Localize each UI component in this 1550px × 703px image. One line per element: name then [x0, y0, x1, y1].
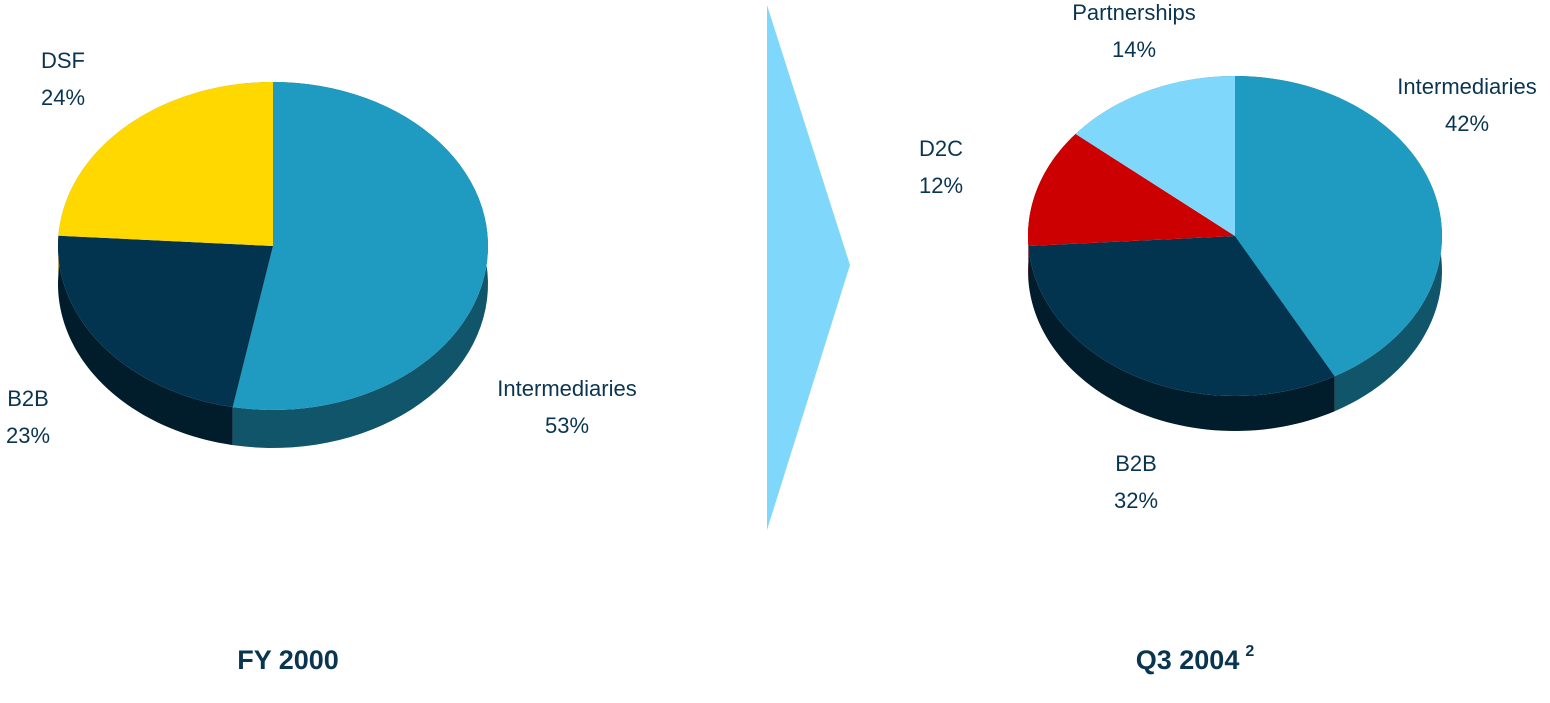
chart-title: Q3 2004 2: [1136, 643, 1255, 675]
slice-side: [1028, 246, 1335, 431]
slice: [58, 235, 273, 408]
slice-label: D2C: [919, 136, 963, 161]
slice-side: [232, 82, 488, 448]
slice-value-label: 53%: [545, 413, 589, 438]
slice-label: Intermediaries: [497, 376, 636, 401]
chart-title-text: FY 2000: [237, 645, 339, 675]
slice-label: Intermediaries: [1397, 74, 1536, 99]
slice-side: [58, 235, 233, 446]
slice-value-label: 12%: [919, 173, 963, 198]
chart-title-text: Q3 2004: [1136, 645, 1240, 675]
slice: [1028, 134, 1235, 247]
slice-label: DSF: [41, 48, 85, 73]
slice-label: Partnerships: [1072, 0, 1196, 25]
slice-label: B2B: [1115, 451, 1157, 476]
slice-value-label: 24%: [41, 85, 85, 110]
slice-value-label: 14%: [1112, 37, 1156, 62]
slice: [1028, 236, 1335, 396]
slice: [1235, 76, 1442, 377]
slice-value-label: 32%: [1114, 488, 1158, 513]
chart-title: FY 2000: [237, 645, 339, 675]
slice-value-label: 42%: [1445, 111, 1489, 136]
slice: [232, 82, 488, 410]
transition-arrow: [767, 5, 850, 530]
slice: [58, 82, 273, 246]
slice: [1075, 76, 1235, 236]
footnote-mark: 2: [1245, 643, 1254, 660]
slice-label: B2B: [7, 386, 49, 411]
slice-value-label: 23%: [6, 423, 50, 448]
